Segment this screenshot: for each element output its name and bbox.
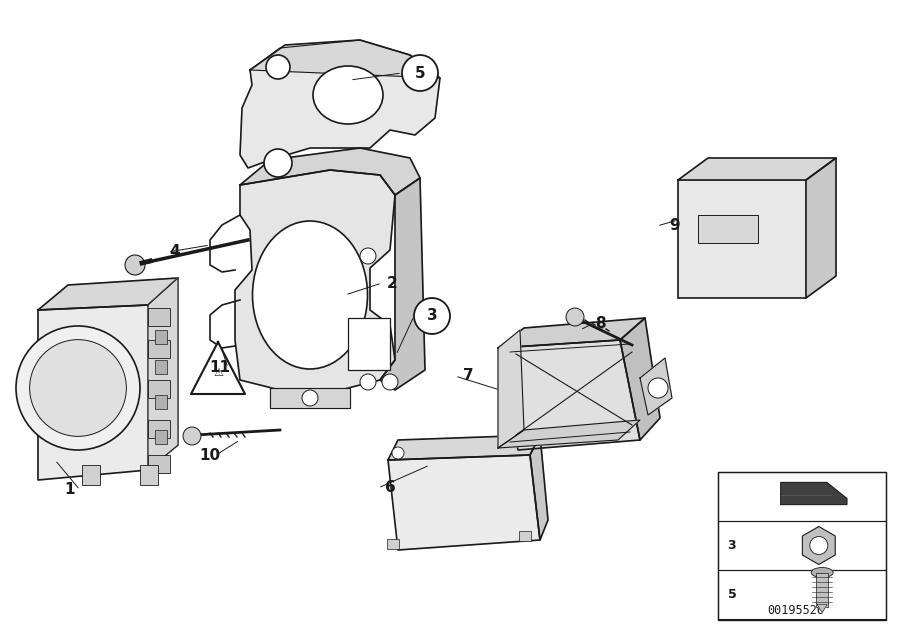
Bar bbox=[698, 215, 758, 243]
Bar bbox=[155, 430, 167, 444]
Circle shape bbox=[264, 149, 292, 177]
Ellipse shape bbox=[313, 66, 383, 124]
Bar bbox=[148, 308, 170, 326]
Circle shape bbox=[392, 447, 404, 459]
Polygon shape bbox=[270, 388, 350, 408]
Bar bbox=[155, 360, 167, 374]
Circle shape bbox=[648, 378, 668, 398]
Ellipse shape bbox=[811, 567, 833, 577]
Text: 2: 2 bbox=[387, 275, 398, 291]
Text: 11: 11 bbox=[210, 361, 230, 375]
Polygon shape bbox=[498, 318, 645, 348]
Circle shape bbox=[30, 340, 126, 436]
Bar bbox=[148, 340, 170, 358]
Polygon shape bbox=[817, 604, 827, 612]
Text: 3: 3 bbox=[427, 308, 437, 324]
Text: 4: 4 bbox=[170, 244, 180, 259]
Bar bbox=[519, 531, 531, 541]
Polygon shape bbox=[806, 158, 836, 298]
Text: 3: 3 bbox=[728, 539, 736, 552]
Polygon shape bbox=[530, 435, 548, 540]
Polygon shape bbox=[678, 158, 836, 180]
Text: 8: 8 bbox=[595, 317, 606, 331]
Polygon shape bbox=[498, 420, 640, 448]
Bar bbox=[148, 420, 170, 438]
Polygon shape bbox=[620, 318, 660, 440]
Polygon shape bbox=[781, 483, 847, 504]
Polygon shape bbox=[388, 455, 540, 550]
Circle shape bbox=[402, 55, 438, 91]
Bar bbox=[148, 380, 170, 398]
Polygon shape bbox=[148, 278, 178, 470]
Bar bbox=[718, 472, 886, 521]
Circle shape bbox=[183, 427, 201, 445]
Text: 5: 5 bbox=[727, 588, 736, 601]
Polygon shape bbox=[498, 340, 640, 450]
Polygon shape bbox=[38, 278, 178, 310]
Text: 7: 7 bbox=[463, 368, 473, 384]
Bar bbox=[718, 570, 886, 619]
Bar bbox=[148, 455, 170, 473]
Text: 9: 9 bbox=[670, 219, 680, 233]
Bar bbox=[348, 318, 390, 370]
Bar bbox=[718, 472, 886, 620]
Text: 6: 6 bbox=[384, 481, 395, 495]
Polygon shape bbox=[380, 178, 425, 390]
Circle shape bbox=[360, 374, 376, 390]
Circle shape bbox=[266, 55, 290, 79]
Polygon shape bbox=[640, 358, 672, 415]
Bar bbox=[82, 465, 100, 485]
Polygon shape bbox=[38, 305, 148, 480]
Bar bbox=[387, 539, 399, 549]
Polygon shape bbox=[191, 342, 245, 394]
Bar bbox=[718, 521, 886, 570]
Polygon shape bbox=[388, 435, 540, 460]
Circle shape bbox=[810, 537, 828, 555]
Text: 5: 5 bbox=[415, 66, 426, 81]
Polygon shape bbox=[498, 330, 524, 448]
Polygon shape bbox=[148, 278, 178, 470]
Text: 1: 1 bbox=[65, 483, 76, 497]
Polygon shape bbox=[240, 40, 440, 168]
Circle shape bbox=[302, 390, 318, 406]
Circle shape bbox=[382, 374, 398, 390]
Polygon shape bbox=[250, 40, 440, 78]
Bar bbox=[678, 180, 806, 298]
Text: 00195526: 00195526 bbox=[768, 604, 824, 616]
Polygon shape bbox=[235, 170, 395, 390]
Polygon shape bbox=[240, 148, 420, 195]
Circle shape bbox=[566, 308, 584, 326]
Bar bbox=[155, 395, 167, 409]
Circle shape bbox=[125, 255, 145, 275]
Circle shape bbox=[16, 326, 140, 450]
Bar bbox=[155, 330, 167, 344]
Bar bbox=[816, 572, 828, 607]
Bar bbox=[140, 465, 158, 485]
Text: ⚠: ⚠ bbox=[213, 368, 223, 378]
Text: 10: 10 bbox=[200, 448, 220, 462]
Circle shape bbox=[360, 248, 376, 264]
Ellipse shape bbox=[253, 221, 367, 369]
Circle shape bbox=[414, 298, 450, 334]
